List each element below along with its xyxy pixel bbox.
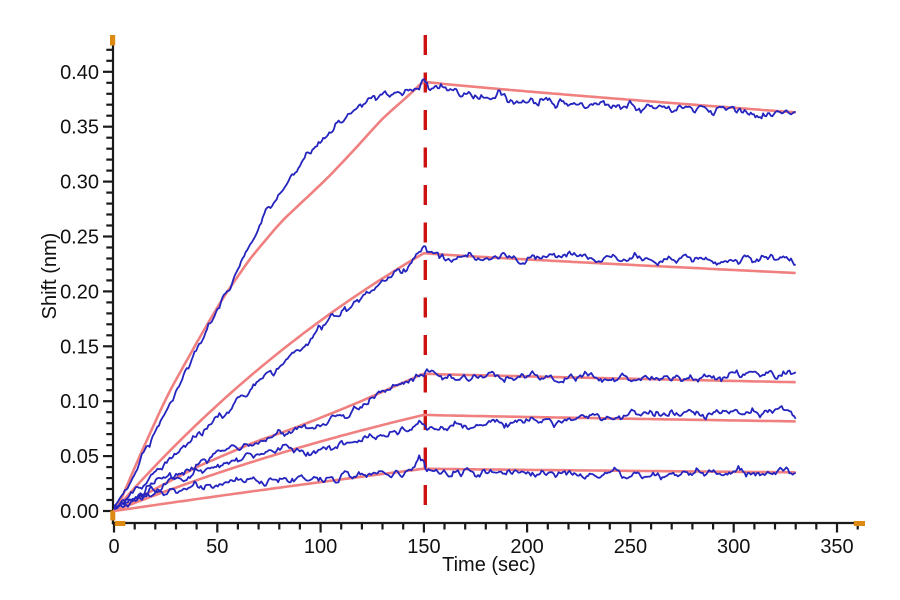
svg-text:0.30: 0.30: [60, 172, 99, 194]
svg-text:0.05: 0.05: [60, 446, 99, 468]
svg-text:0.00: 0.00: [60, 501, 99, 523]
svg-text:0.20: 0.20: [60, 281, 99, 303]
svg-text:50: 50: [206, 536, 228, 558]
svg-text:Shift (nm): Shift (nm): [39, 233, 61, 320]
svg-text:0.10: 0.10: [60, 391, 99, 413]
svg-text:0: 0: [108, 536, 119, 558]
svg-text:350: 350: [820, 536, 853, 558]
svg-text:0.40: 0.40: [60, 62, 99, 84]
svg-text:0.35: 0.35: [60, 117, 99, 139]
svg-text:250: 250: [614, 536, 647, 558]
svg-text:300: 300: [717, 536, 750, 558]
svg-text:Time (sec): Time (sec): [442, 554, 536, 576]
svg-text:200: 200: [510, 536, 543, 558]
svg-text:150: 150: [407, 536, 440, 558]
svg-text:100: 100: [304, 536, 337, 558]
svg-text:0.15: 0.15: [60, 336, 99, 358]
svg-text:0.25: 0.25: [60, 227, 99, 249]
